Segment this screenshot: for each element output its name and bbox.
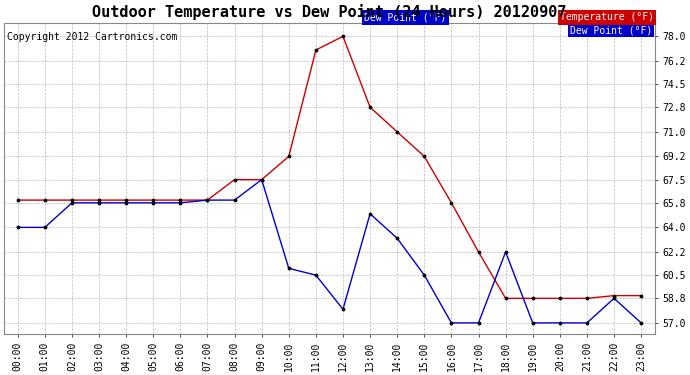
- Title: Outdoor Temperature vs Dew Point (24 Hours) 20120907: Outdoor Temperature vs Dew Point (24 Hou…: [92, 4, 566, 20]
- Text: Temperature (°F): Temperature (°F): [560, 12, 654, 22]
- Text: Dew Point (°F): Dew Point (°F): [364, 12, 446, 22]
- Text: Dew Point (°F): Dew Point (°F): [570, 26, 652, 36]
- Text: Copyright 2012 Cartronics.com: Copyright 2012 Cartronics.com: [8, 32, 178, 42]
